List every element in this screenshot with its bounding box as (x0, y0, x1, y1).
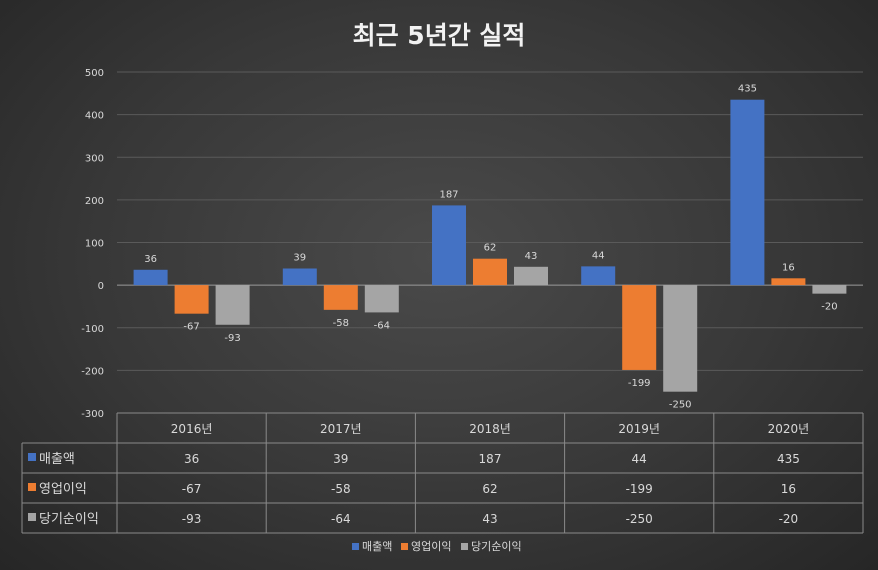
legend-swatch (401, 543, 408, 550)
bar (771, 278, 806, 286)
data-label: 44 (592, 250, 605, 261)
data-label: 16 (782, 262, 795, 273)
table-cell: -64 (331, 512, 351, 526)
table-cell: 39 (333, 452, 348, 466)
data-label: -20 (821, 302, 837, 313)
legend-item: 매출액 (352, 540, 392, 553)
table-legend-key (28, 483, 36, 491)
y-axis-tick-labels: 500 400 300 200 100 0 -100 -200 -300 (81, 68, 104, 420)
y-tick-label: 0 (98, 281, 104, 292)
y-tick-label: -100 (81, 324, 104, 335)
bars (133, 99, 847, 392)
y-tick-label: 500 (85, 68, 104, 79)
data-label: -93 (224, 333, 240, 344)
table-row-label: 매출액 (39, 452, 75, 467)
bar (663, 285, 698, 392)
table-cell: -250 (626, 512, 653, 526)
y-tick-label: 300 (85, 153, 104, 164)
legend-swatch (461, 543, 468, 550)
data-label: -199 (628, 378, 651, 389)
bar (730, 99, 765, 286)
legend-swatch (352, 543, 359, 550)
table-row-label: 당기순이익 (39, 512, 99, 527)
table-header-cell: 2016년 (171, 422, 213, 436)
table-header-cell: 2018년 (469, 422, 511, 436)
table-cell: -199 (626, 482, 653, 496)
data-labels: 36 -67 -93 39 -58 -64 187 62 43 44 -199 -250 435 16 -2… (144, 84, 837, 411)
y-tick-label: 400 (85, 111, 104, 122)
chart-title: 최근 5년간 실적 (353, 21, 526, 50)
data-label: -250 (669, 400, 692, 411)
bar (364, 285, 399, 313)
legend-label: 당기순이익 (471, 540, 522, 553)
bar (174, 285, 209, 314)
table-header-cell: 2017년 (320, 422, 362, 436)
table-legend-key (28, 453, 36, 461)
data-label: -64 (374, 320, 390, 331)
legend: 매출액 영업이익 당기순이익 (352, 540, 522, 553)
table-cell: -58 (331, 482, 351, 496)
bar (812, 285, 847, 294)
bar (622, 285, 657, 370)
data-label: 39 (293, 253, 306, 264)
bar (473, 258, 507, 286)
table-cell: 36 (184, 452, 199, 466)
table-header-cell: 2019년 (618, 422, 660, 436)
data-label: 435 (738, 84, 757, 95)
table-cell: -67 (182, 482, 202, 496)
y-tick-label: 200 (85, 196, 104, 207)
table-cell: 62 (482, 482, 497, 496)
legend-item: 당기순이익 (461, 540, 522, 553)
table-legend-key (28, 513, 36, 521)
bar (215, 285, 250, 325)
table-cell: 435 (777, 452, 800, 466)
data-label: 36 (144, 254, 157, 265)
table-header-cell: 2020년 (768, 422, 810, 436)
bar (323, 285, 358, 310)
legend-label: 매출액 (362, 540, 392, 553)
data-label: 62 (484, 243, 497, 254)
bar (514, 266, 548, 286)
data-label: -67 (183, 322, 199, 333)
legend-label: 영업이익 (411, 540, 451, 553)
table-cell: 16 (781, 482, 796, 496)
table-cell: 43 (482, 512, 497, 526)
table-cell: -20 (779, 512, 799, 526)
table-cell: 187 (479, 452, 502, 466)
y-tick-label: 100 (85, 239, 104, 250)
bar (581, 266, 616, 286)
bar (133, 269, 168, 286)
data-label: -58 (333, 318, 349, 329)
bar (432, 205, 466, 286)
data-label: 187 (439, 189, 458, 200)
y-tick-label: -300 (81, 409, 104, 420)
legend-item: 영업이익 (401, 540, 451, 553)
bar (282, 268, 317, 286)
data-label: 43 (525, 251, 538, 262)
table-cell: 44 (632, 452, 647, 466)
table-row-label: 영업이익 (39, 482, 87, 497)
y-tick-label: -200 (81, 366, 104, 377)
table-cell: -93 (182, 512, 202, 526)
